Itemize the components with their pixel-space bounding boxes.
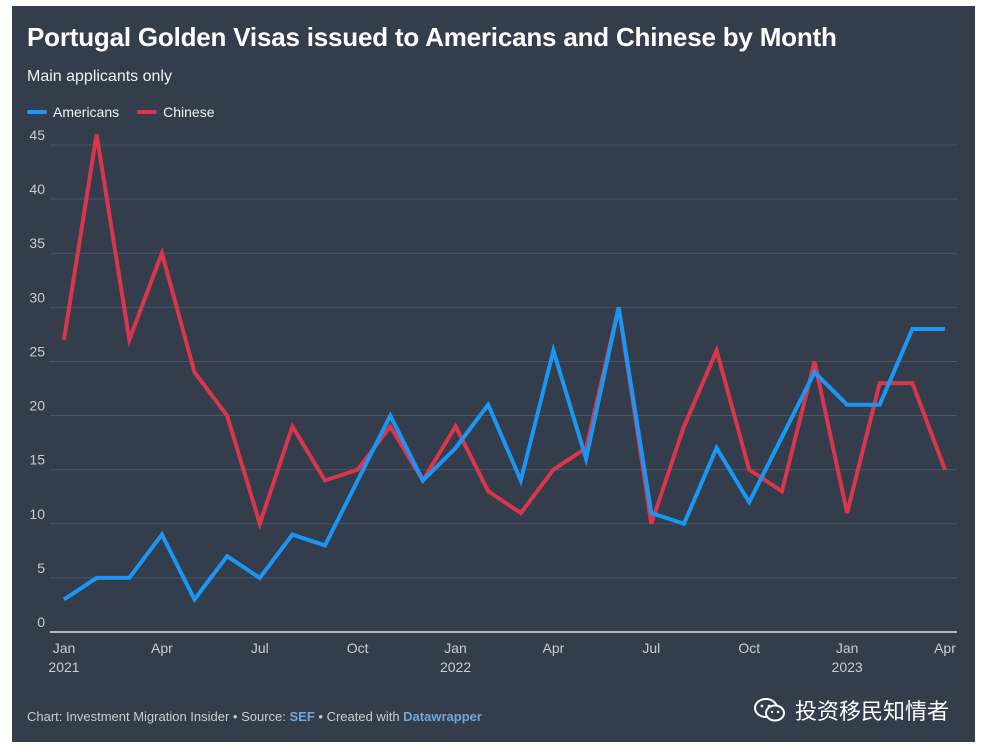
datawrapper-link[interactable]: Datawrapper: [403, 709, 482, 724]
y-tick-label: 25: [29, 343, 45, 359]
y-tick-label: 5: [37, 560, 45, 576]
x-tick-year-label: 2022: [440, 659, 471, 675]
legend-label-chinese: Chinese: [163, 104, 215, 120]
chart-subtitle: Main applicants only: [27, 68, 172, 85]
footer-middle: • Created with: [314, 709, 404, 724]
series-line-americans: [62, 306, 945, 604]
chart-title: Portugal Golden Visas issued to American…: [27, 22, 837, 52]
watermark-text: 投资移民知情者: [794, 699, 949, 724]
y-tick-label: 45: [29, 127, 45, 143]
x-tick-label: Oct: [347, 640, 369, 656]
x-tick-label: Apr: [934, 640, 956, 656]
y-tick-label: 15: [29, 452, 45, 468]
y-tick-label: 40: [29, 181, 45, 197]
legend: Americans Chinese: [27, 104, 215, 120]
legend-item-chinese: Chinese: [137, 104, 215, 120]
series-line-chinese: [62, 133, 947, 531]
footer-prefix: Chart: Investment Migration Insider • So…: [27, 709, 290, 724]
chart-card: Portugal Golden Visas issued to American…: [12, 6, 975, 742]
legend-item-americans: Americans: [27, 104, 119, 120]
y-tick-label: 30: [29, 289, 45, 305]
wechat-icon: [753, 698, 785, 722]
chart-footer: Chart: Investment Migration Insider • So…: [27, 709, 482, 724]
x-tick-label: Apr: [151, 640, 173, 656]
y-tick-label: 20: [29, 398, 45, 414]
x-tick-label: Jan: [53, 640, 76, 656]
legend-label-americans: Americans: [53, 104, 120, 120]
line-chart: 0 5 10 15 20 25 30 35 40 45 Jan 2021 Apr Jul Oct Jan 202…: [29, 127, 957, 675]
watermark: 投资移民知情者: [753, 694, 949, 726]
x-tick-year-label: 2021: [48, 659, 79, 675]
y-tick-label: 35: [29, 235, 45, 251]
y-tick-label: 0: [37, 614, 45, 630]
x-tick-label: Jan: [444, 640, 467, 656]
x-tick-label: Jul: [642, 640, 660, 656]
x-tick-year-label: 2023: [832, 659, 863, 675]
y-tick-label: 10: [29, 506, 45, 522]
x-tick-label: Oct: [738, 640, 760, 656]
x-tick-label: Jul: [251, 640, 269, 656]
legend-swatch-chinese: [137, 110, 158, 114]
legend-swatch-americans: [27, 110, 47, 114]
source-link[interactable]: SEF: [289, 709, 315, 724]
x-tick-label: Jan: [836, 640, 859, 656]
x-tick-label: Apr: [543, 640, 565, 656]
